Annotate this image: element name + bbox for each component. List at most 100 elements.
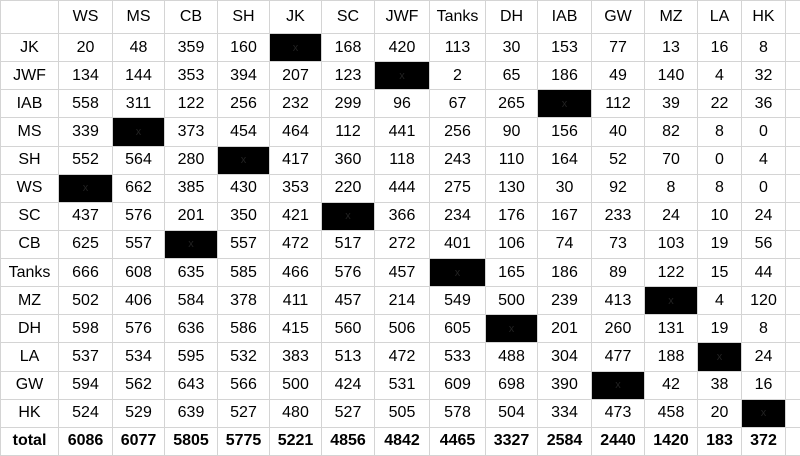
cell: 417: [269, 145, 322, 175]
cell: 112: [591, 89, 645, 119]
cell: 122: [644, 257, 698, 288]
cell: 234: [429, 201, 486, 231]
cell: 473: [591, 398, 645, 428]
column-header: HK: [741, 0, 786, 34]
cell: 113: [429, 32, 486, 63]
cell: 353: [269, 173, 322, 203]
cell: 420: [374, 32, 430, 63]
row-total: 2415: [785, 89, 800, 119]
table-row: SC437576201350421x3662341761672332410243…: [0, 201, 800, 231]
cell: 457: [374, 257, 430, 288]
cell: 39: [644, 89, 698, 119]
cell: 584: [164, 286, 218, 316]
cell: 24: [741, 342, 786, 372]
cell: 8: [697, 117, 742, 147]
cell: 502: [58, 286, 113, 316]
row-total: 3037: [785, 173, 800, 203]
column-total: 3327: [485, 426, 538, 456]
cell: 20: [58, 32, 113, 63]
cell: 265: [485, 89, 538, 119]
cell: 560: [321, 314, 375, 344]
diagonal-cell: x: [217, 145, 270, 175]
cell: 8: [697, 173, 742, 203]
cell: 67: [429, 89, 486, 119]
cell: 552: [58, 145, 113, 175]
cell: 144: [112, 61, 165, 91]
totals-label: total: [0, 426, 59, 456]
cell: 19: [697, 229, 742, 260]
cell: 586: [217, 314, 270, 344]
column-total: 2440: [591, 426, 645, 456]
cell: 49: [591, 61, 645, 91]
cell: 524: [58, 398, 113, 428]
cell: 0: [697, 145, 742, 175]
column-header: MS: [112, 0, 165, 34]
column-header: CB: [164, 0, 218, 34]
table-row: JWF134144353394207123x265186491404321833: [0, 61, 800, 91]
cell: 564: [112, 145, 165, 175]
cell: 609: [429, 370, 486, 400]
column-header: Tanks: [429, 0, 486, 34]
cell: 168: [321, 32, 375, 63]
cell: 13: [644, 32, 698, 63]
table-row: GW594562643566500424531609698390x4238165…: [0, 370, 800, 400]
cell: 557: [112, 229, 165, 260]
row-label: LA: [0, 342, 59, 372]
cell: 123: [321, 61, 375, 91]
cell: 30: [537, 173, 592, 203]
cell: 42: [644, 370, 698, 400]
row-total: 4614: [785, 257, 800, 288]
cell: 350: [217, 201, 270, 231]
empty-cell: [785, 426, 800, 456]
cell: 421: [269, 201, 322, 231]
cell: 558: [58, 89, 113, 119]
cell: 517: [321, 229, 375, 260]
column-header: JK: [269, 0, 322, 34]
cell: 153: [537, 32, 592, 63]
row-label: SH: [0, 145, 59, 175]
row-label: GW: [0, 370, 59, 400]
cell: 8: [741, 314, 786, 344]
cell: 299: [321, 89, 375, 119]
cell: 578: [429, 398, 486, 428]
cell: 666: [58, 257, 113, 288]
cell: 24: [741, 201, 786, 231]
cell: 390: [537, 370, 592, 400]
cell: 458: [644, 398, 698, 428]
table-row: JK2048359160x1684201133015377131681585: [0, 32, 800, 63]
diagonal-cell: x: [164, 229, 218, 260]
cell: 373: [164, 117, 218, 147]
row-label: MS: [0, 117, 59, 147]
cell: 472: [374, 342, 430, 372]
cell: 220: [321, 173, 375, 203]
cell: 74: [537, 229, 592, 260]
column-header: MZ: [644, 0, 698, 34]
cell: 186: [537, 257, 592, 288]
row-label: SC: [0, 201, 59, 231]
cell: 243: [429, 145, 486, 175]
cell: 280: [164, 145, 218, 175]
column-header: SH: [217, 0, 270, 34]
cell: 120: [741, 286, 786, 316]
cell: 366: [374, 201, 430, 231]
cell: 480: [269, 398, 322, 428]
cell: 506: [374, 314, 430, 344]
cell: 529: [112, 398, 165, 428]
cell: 311: [112, 89, 165, 119]
cell: 500: [269, 370, 322, 400]
row-label: MZ: [0, 286, 59, 316]
cell: 457: [321, 286, 375, 316]
column-total: 4842: [374, 426, 430, 456]
cell: 4: [697, 61, 742, 91]
cell: 19: [697, 314, 742, 344]
cell: 188: [644, 342, 698, 372]
cell: 360: [321, 145, 375, 175]
cell: 22: [697, 89, 742, 119]
row-label: DH: [0, 314, 59, 344]
cell: 176: [485, 201, 538, 231]
cell: 537: [58, 342, 113, 372]
table-row: SH552564280x4173601182431101645270042934: [0, 145, 800, 175]
cell: 156: [537, 117, 592, 147]
table-row: MZ 502 406 584 378 411 457 214 549 500 239 413 x 4 120…: [0, 286, 800, 316]
